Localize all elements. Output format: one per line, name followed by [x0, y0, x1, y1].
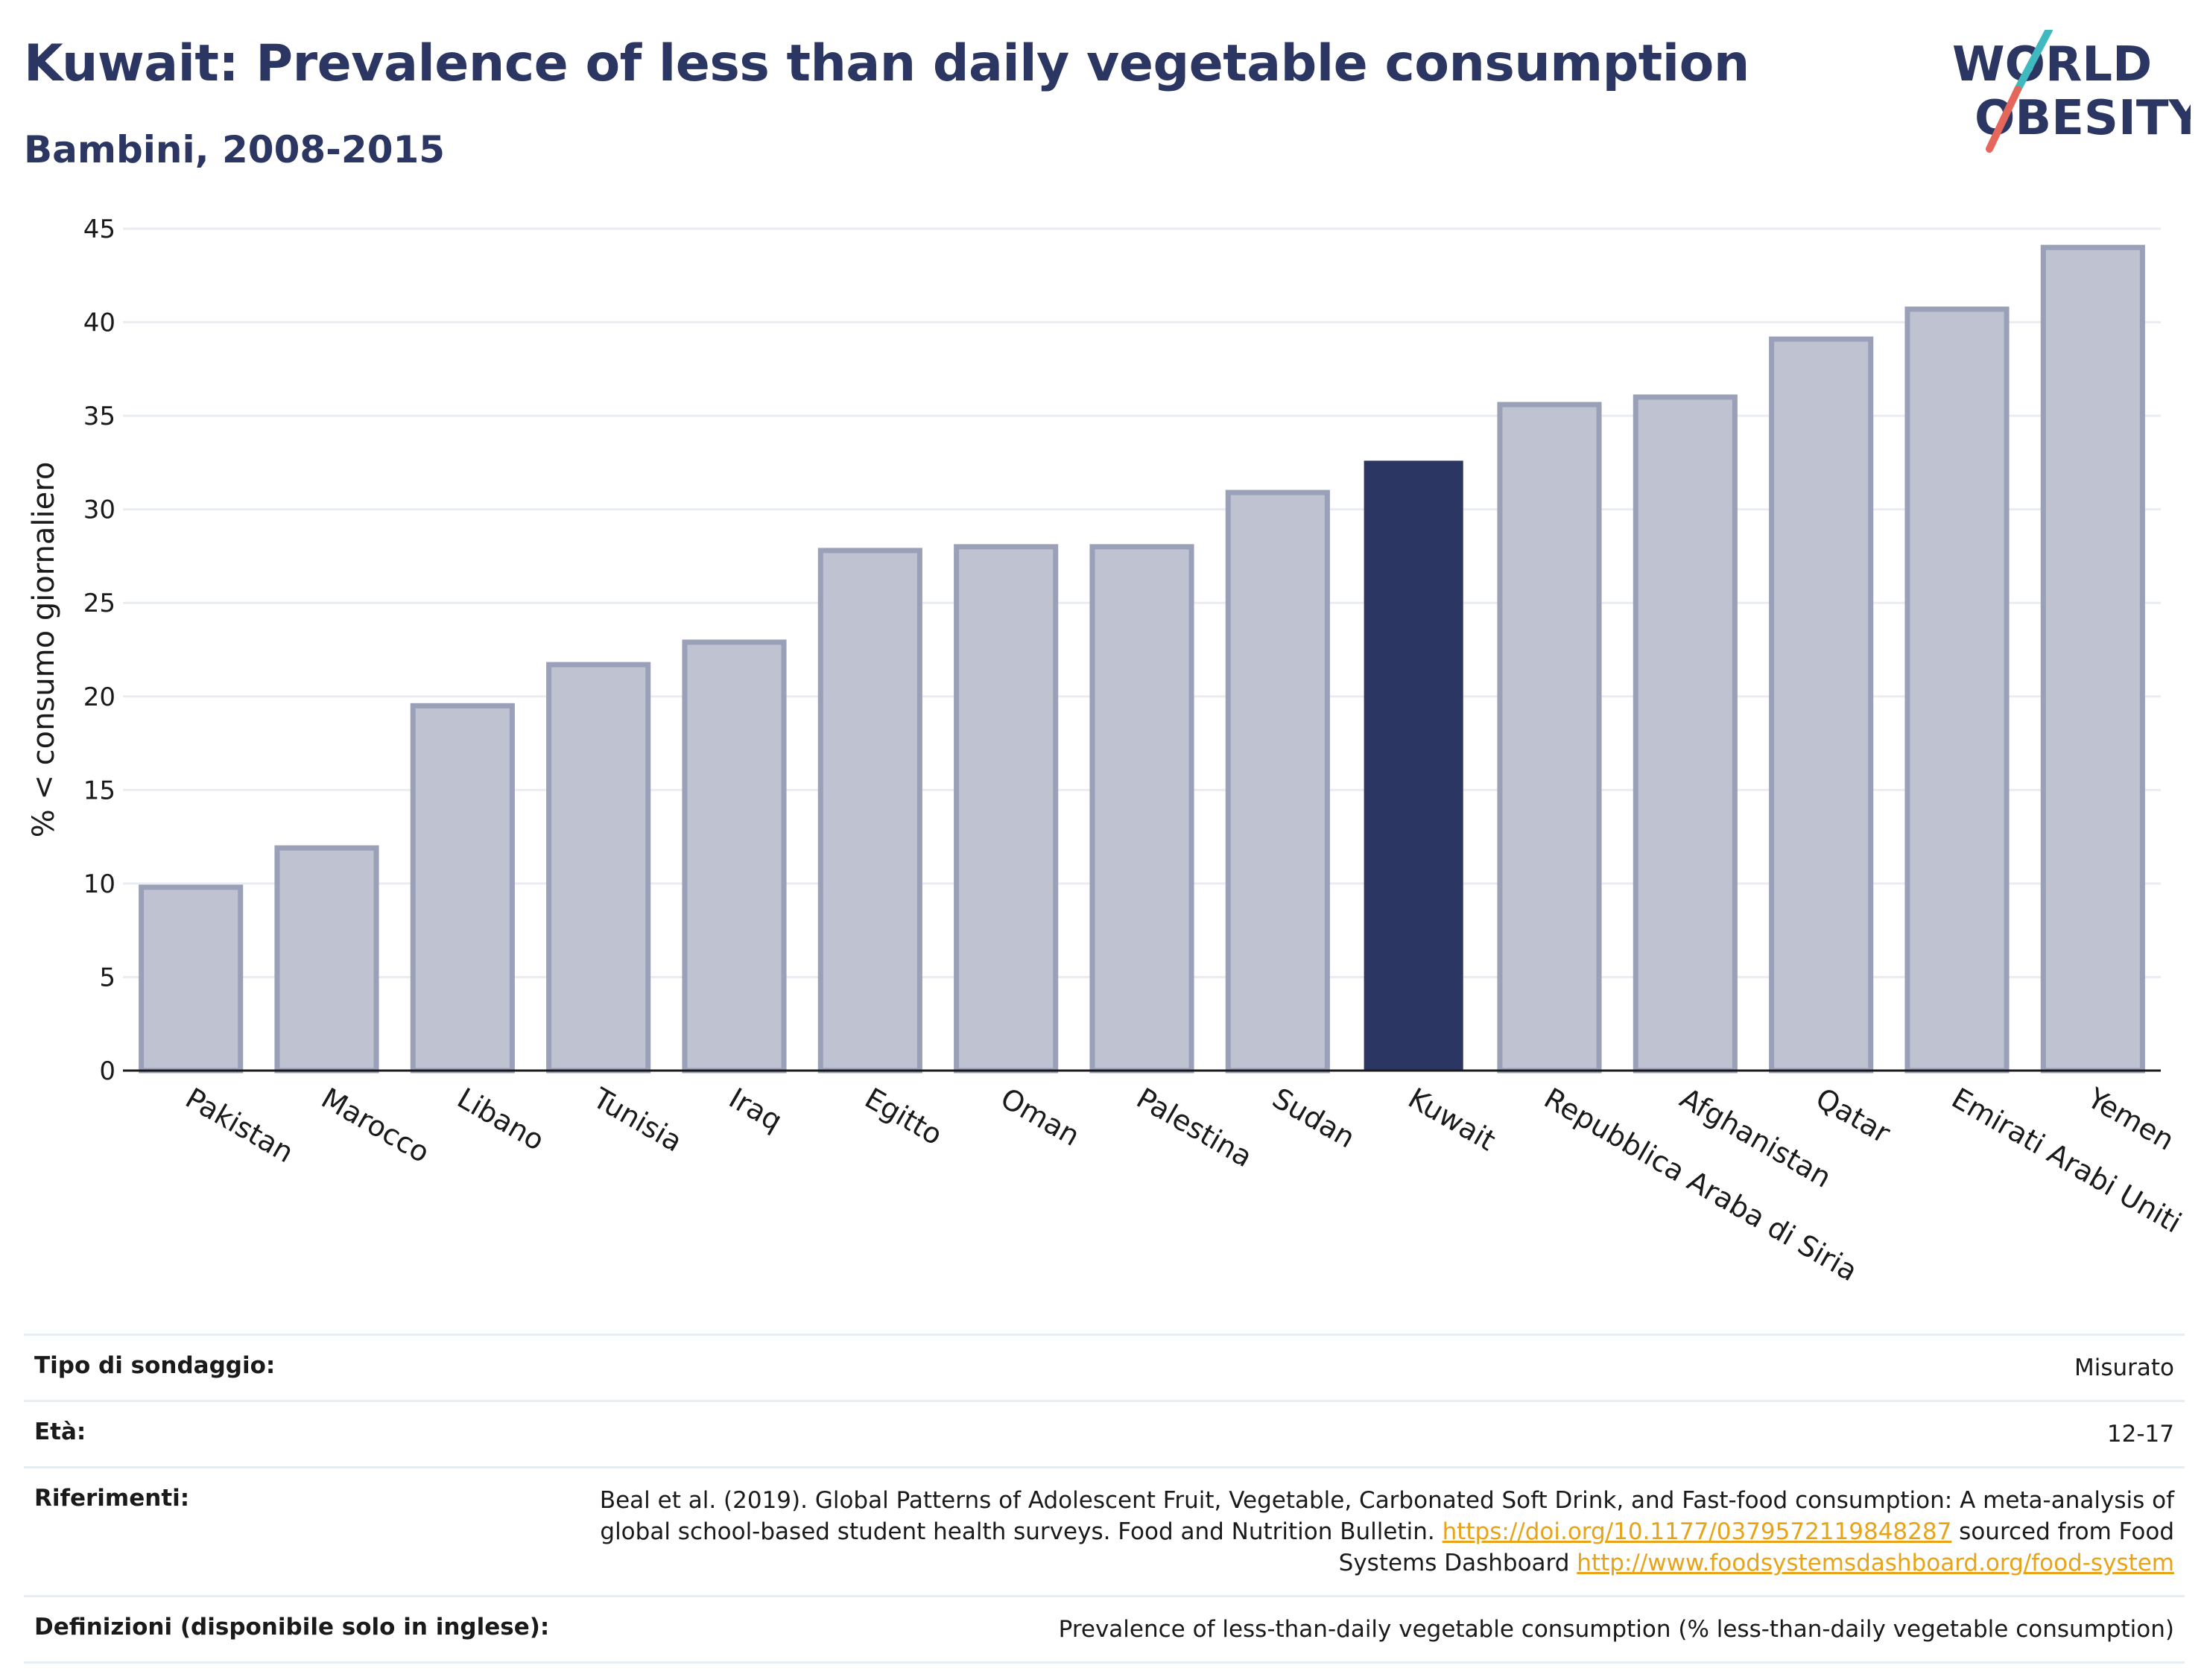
chart-title: Kuwait: Prevalence of less than daily ve…: [24, 34, 1749, 93]
bar-afghanistan: [1633, 394, 1738, 1074]
y-tick-label: 20: [83, 682, 115, 712]
x-tick-label: Egitto: [859, 1082, 948, 1152]
meta-row-definitions: Definizioni (disponibile solo in inglese…: [24, 1595, 2185, 1664]
y-axis-title: % < consumo giornaliero: [27, 462, 61, 838]
bar-oman: [954, 544, 1059, 1074]
bar-tunisia: [546, 662, 651, 1074]
bar-pakistan: [139, 884, 244, 1074]
x-tick-label: Kuwait: [1403, 1082, 1501, 1158]
survey-type-label: Tipo di sondaggio:: [34, 1352, 276, 1379]
x-tick-label: Marocco: [316, 1082, 435, 1170]
bar-iraq: [682, 639, 787, 1074]
y-tick-label: 45: [83, 215, 115, 244]
y-tick-label: 35: [83, 402, 115, 431]
logo-line1: WORLD: [1952, 37, 2152, 92]
y-tick-label: 0: [99, 1056, 115, 1086]
references-text-1: Beal et al. (2019). Global Patterns of A…: [599, 1487, 2174, 1545]
references-label: Riferimenti:: [34, 1485, 190, 1512]
y-axis-ticks: 0 5 10 15 20 25 30 35 40 45: [83, 215, 115, 1086]
metadata-table: Tipo di sondaggio: Misurato Età: 12-17 R…: [24, 1334, 2185, 1664]
x-tick-label: Qatar: [1811, 1082, 1896, 1150]
meta-row-age: Età: 12-17: [24, 1400, 2185, 1466]
definitions-label: Definizioni (disponibile solo in inglese…: [34, 1614, 550, 1641]
bar-egitto: [817, 548, 922, 1074]
bar-repubblica-araba-di-siria: [1497, 402, 1602, 1074]
bar-palestina: [1089, 544, 1194, 1074]
bar-libano: [410, 703, 515, 1074]
y-tick-label: 10: [83, 869, 115, 899]
age-label: Età:: [34, 1419, 86, 1445]
meta-row-references: Riferimenti: Beal et al. (2019). Global …: [24, 1466, 2185, 1595]
meta-row-survey: Tipo di sondaggio: Misurato: [24, 1334, 2185, 1400]
bars: [139, 244, 2145, 1074]
bar-marocco: [274, 845, 379, 1074]
x-axis-labels: Pakistan Marocco Libano Tunisia Iraq Egitto Om…: [180, 1081, 2187, 1287]
chart-subtitle: Bambini, 2008-2015: [24, 128, 446, 171]
x-tick-label: Libano: [452, 1082, 550, 1157]
y-tick-label: 30: [83, 495, 115, 525]
bar-qatar: [1769, 336, 1874, 1074]
x-tick-label: Pakistan: [180, 1082, 300, 1170]
x-tick-label: Sudan: [1267, 1082, 1361, 1155]
y-tick-label: 40: [83, 308, 115, 338]
y-tick-label: 5: [99, 963, 115, 992]
definitions-value: Prevalence of less-than-daily vegetable …: [1058, 1616, 2174, 1643]
x-tick-label: Oman: [995, 1082, 1086, 1153]
x-tick-label: Emirati Arabi Uniti: [1946, 1082, 2187, 1240]
bar-yemen: [2040, 244, 2145, 1074]
x-tick-label: Iraq: [723, 1082, 788, 1138]
x-tick-label: Yemen: [2081, 1081, 2179, 1157]
x-tick-label: Tunisia: [587, 1081, 688, 1158]
y-tick-label: 15: [83, 776, 115, 805]
dashboard-link[interactable]: http://www.foodsystemsdashboard.org/food…: [1577, 1550, 2174, 1576]
x-tick-label: Palestina: [1131, 1082, 1258, 1174]
bar-emirati-arabi-uniti: [1904, 306, 2010, 1074]
world-obesity-logo: WORLD OBESITY: [1952, 30, 2191, 153]
references-text-2: sourced from Food Systems Dashboard: [1338, 1518, 2174, 1576]
y-tick-label: 25: [83, 589, 115, 618]
bar-chart: 0 5 10 15 20 25 30 35 40 45 Pakistan Marocco Libano…: [27, 215, 2187, 1287]
doi-link[interactable]: https://doi.org/10.1177/0379572119848287: [1442, 1518, 1952, 1545]
survey-type-value: Misurato: [2074, 1354, 2174, 1381]
age-value: 12-17: [2106, 1421, 2174, 1448]
bar-kuwait: [1364, 460, 1463, 1071]
bar-sudan: [1225, 489, 1330, 1074]
references-value: Beal et al. (2019). Global Patterns of A…: [565, 1485, 2174, 1579]
